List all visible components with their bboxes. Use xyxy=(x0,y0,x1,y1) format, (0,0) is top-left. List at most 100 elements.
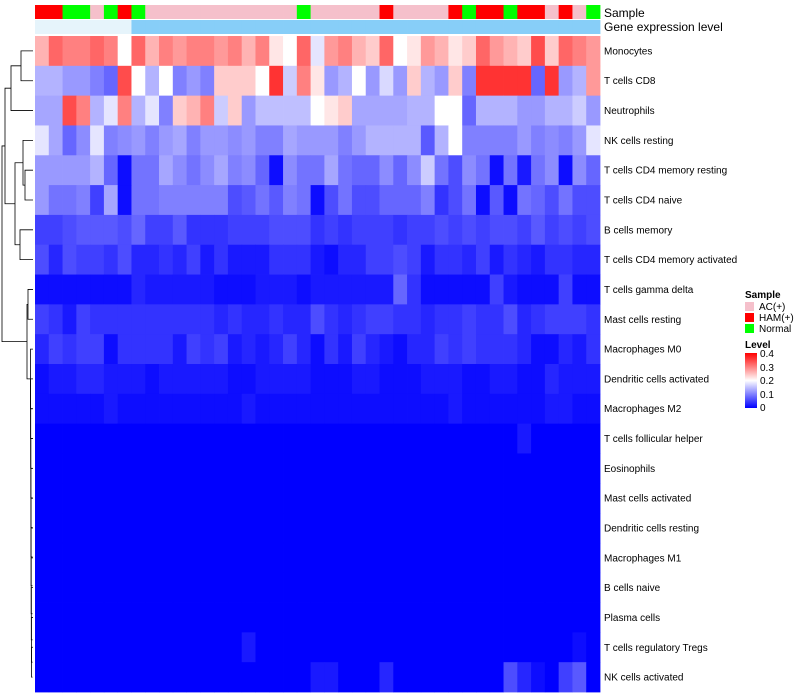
heatmap-cell xyxy=(145,632,160,663)
heatmap-cell xyxy=(283,632,298,663)
heatmap-cell xyxy=(172,483,187,514)
heatmap-cell xyxy=(379,572,394,603)
heatmap-cell xyxy=(324,483,339,514)
heatmap-cell xyxy=(462,125,477,156)
heatmap-cell xyxy=(434,95,449,126)
heatmap-cell xyxy=(131,125,146,156)
heatmap-cell xyxy=(489,95,504,126)
heatmap-cell xyxy=(35,36,50,67)
heatmap-cell xyxy=(172,453,187,484)
heatmap-cell xyxy=(475,542,491,574)
heatmap-cell xyxy=(365,423,380,454)
heatmap-cell xyxy=(338,214,353,246)
heatmap-cell xyxy=(296,214,312,246)
heatmap-cell xyxy=(503,542,518,574)
heatmap-cell xyxy=(159,95,174,126)
legend-sample-title: Sample xyxy=(745,290,781,301)
heatmap-cell xyxy=(90,185,105,216)
heatmap-cell xyxy=(517,95,532,126)
heatmap-cell xyxy=(462,65,477,97)
heatmap-cell xyxy=(531,453,546,484)
heatmap-cell xyxy=(544,214,560,246)
gene-expression-annotation-cell xyxy=(269,20,284,34)
heatmap-cell xyxy=(227,185,243,216)
heatmap-cell xyxy=(131,155,146,186)
row-label: Neutrophils xyxy=(604,106,655,117)
heatmap-cell xyxy=(475,214,491,246)
heatmap-cell xyxy=(103,632,119,663)
heatmap-cell xyxy=(283,125,298,156)
heatmap-cell xyxy=(269,334,284,365)
heatmap-cell xyxy=(558,483,573,514)
heatmap-cell xyxy=(365,65,380,97)
heatmap-cell xyxy=(558,542,573,574)
row-label: B cells naive xyxy=(604,583,661,594)
gene-expression-annotation-cell xyxy=(572,20,587,34)
heatmap-cell xyxy=(269,65,284,97)
heatmap-cell xyxy=(324,423,339,454)
heatmap-cell xyxy=(531,483,546,514)
heatmap-cell xyxy=(131,334,146,365)
heatmap-cell xyxy=(351,185,367,216)
heatmap-cell xyxy=(324,155,339,186)
heatmap-cell xyxy=(62,602,77,633)
heatmap-cell xyxy=(76,244,91,275)
heatmap-cell xyxy=(117,423,132,454)
heatmap-cell xyxy=(379,602,394,633)
heatmap-cell xyxy=(131,185,146,216)
heatmap-cell xyxy=(420,364,436,395)
heatmap-cell xyxy=(103,274,119,305)
heatmap-cell xyxy=(48,155,63,186)
gene-expression-annotation-cell xyxy=(48,20,63,34)
heatmap-cell xyxy=(420,453,436,484)
heatmap-cell xyxy=(241,65,256,97)
heatmap-cell xyxy=(76,274,91,305)
row-label: T cells gamma delta xyxy=(604,285,694,296)
heatmap-cell xyxy=(503,334,518,365)
heatmap-cell xyxy=(283,304,298,335)
heatmap-cell xyxy=(117,304,132,335)
legend-label-ac: AC(+) xyxy=(759,302,785,313)
heatmap-cell xyxy=(586,602,601,633)
heatmap-cell xyxy=(159,393,174,425)
sample-annotation-cell xyxy=(200,5,215,19)
heatmap-cell xyxy=(531,95,546,126)
sample-annotation-cell xyxy=(90,5,105,19)
heatmap-cell xyxy=(448,334,463,365)
heatmap-cell xyxy=(379,185,394,216)
heatmap-cell xyxy=(517,185,532,216)
heatmap-cell xyxy=(407,632,422,663)
heatmap-cell xyxy=(324,304,339,335)
heatmap-cell xyxy=(76,36,91,67)
heatmap-cell xyxy=(462,572,477,603)
heatmap-cell xyxy=(310,572,325,603)
heatmap-cell xyxy=(393,632,408,663)
heatmap-cell xyxy=(35,423,50,454)
heatmap-cell xyxy=(448,483,463,514)
row-label: T cells regulatory Tregs xyxy=(604,643,708,654)
heatmap-cell xyxy=(338,36,353,67)
sample-annotation-cell xyxy=(269,5,284,19)
heatmap-cell xyxy=(475,304,491,335)
heatmap-cell xyxy=(407,125,422,156)
heatmap-cell xyxy=(172,244,187,275)
heatmap-cell xyxy=(255,423,270,454)
heatmap-cell xyxy=(544,632,560,663)
legend-level-tick-3: 0.1 xyxy=(760,390,774,401)
heatmap-cell xyxy=(269,572,284,603)
heatmap-cell xyxy=(338,274,353,305)
heatmap-cell xyxy=(214,364,229,395)
heatmap-cell xyxy=(586,125,601,156)
heatmap-cell xyxy=(475,274,491,305)
heatmap-cell xyxy=(62,423,77,454)
gene-expression-annotation-cell xyxy=(531,20,546,34)
heatmap-cell xyxy=(200,483,215,514)
heatmap-cell xyxy=(434,453,449,484)
sample-annotation-cell xyxy=(462,5,477,19)
heatmap-cell xyxy=(90,483,105,514)
heatmap-cell xyxy=(558,334,573,365)
heatmap-cell xyxy=(269,214,284,246)
heatmap-cell xyxy=(241,513,256,544)
sample-annotation-cell xyxy=(558,5,573,19)
heatmap-cell xyxy=(145,334,160,365)
